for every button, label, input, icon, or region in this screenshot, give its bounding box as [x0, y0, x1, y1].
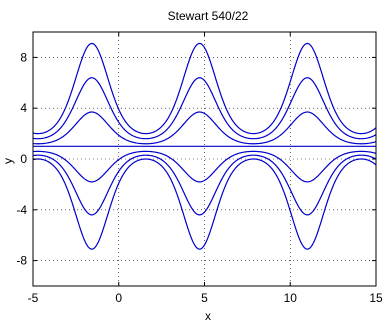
series-line	[32, 111, 377, 145]
x-tick-label: 15	[369, 291, 383, 305]
x-tick-label: 0	[115, 291, 122, 305]
series-line	[32, 42, 377, 135]
grid	[33, 32, 376, 286]
series-lines	[32, 42, 377, 250]
y-tick-label: -4	[16, 203, 27, 217]
series-line	[32, 154, 377, 216]
series-line	[32, 150, 377, 183]
series-line	[32, 77, 377, 140]
chart-title: Stewart 540/22	[168, 9, 249, 23]
x-tick-label: 5	[201, 291, 208, 305]
y-tick-label: -8	[16, 254, 27, 268]
y-tick-label: 8	[20, 50, 27, 64]
plot-frame	[32, 31, 377, 287]
y-tick-label: 0	[20, 152, 27, 166]
x-axis-label: x	[205, 309, 211, 322]
y-axis-label: y	[1, 158, 15, 164]
series-line	[32, 158, 377, 250]
ticks: -5 0 5 10 15 8 4 0 -4 -8	[16, 32, 383, 305]
y-tick-label: 4	[20, 101, 27, 115]
x-tick-label: -5	[28, 291, 39, 305]
x-tick-label: 10	[284, 291, 298, 305]
